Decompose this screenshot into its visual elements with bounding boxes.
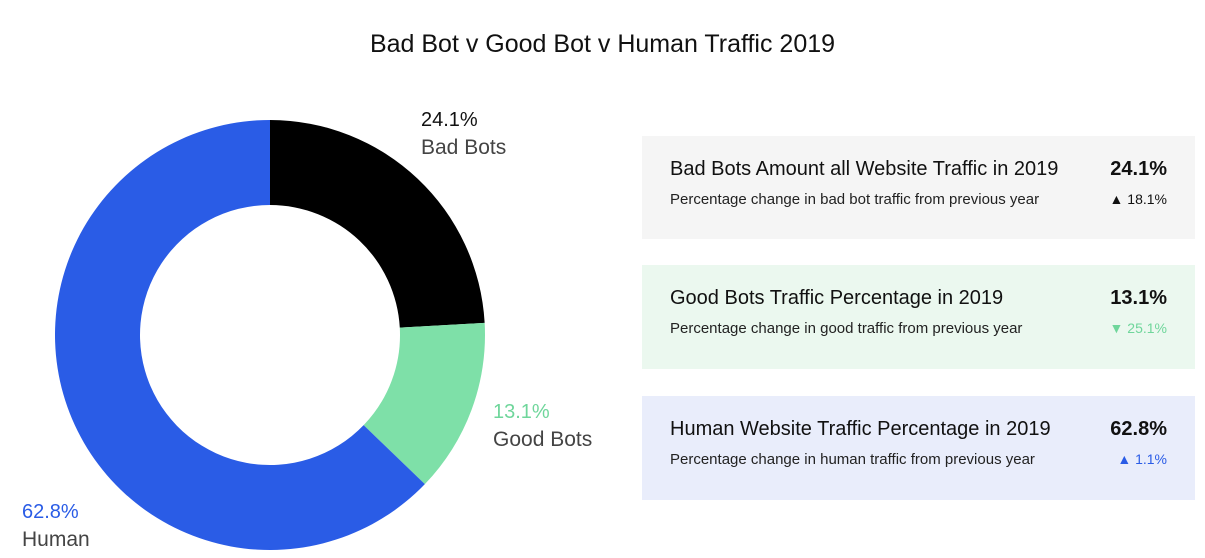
- bad-bots-name: Bad Bots: [421, 136, 507, 159]
- change-value: 25.1%: [1127, 320, 1167, 336]
- slice-human: [55, 120, 425, 550]
- card-title: Bad Bots Amount all Website Traffic in 2…: [670, 158, 1059, 180]
- label-bad-bots: 24.1% Bad Bots: [421, 106, 506, 162]
- label-good-bots: 13.1% Good Bots: [493, 398, 592, 454]
- human-pct: 62.8%: [22, 501, 79, 523]
- change-value: 1.1%: [1135, 451, 1167, 467]
- chart-title: Bad Bot v Good Bot v Human Traffic 2019: [369, 30, 836, 58]
- up-arrow-icon: ▲: [1117, 451, 1132, 467]
- card-value: 13.1%: [1110, 287, 1167, 309]
- card-subtitle: Percentage change in human traffic from …: [670, 451, 1035, 468]
- up-arrow-icon: ▲: [1109, 191, 1124, 207]
- card-change: ▼ 25.1%: [1110, 320, 1167, 336]
- card-change: ▲ 18.1%: [1110, 191, 1167, 207]
- card-subtitle: Percentage change in bad bot traffic fro…: [670, 191, 1040, 208]
- slice-good-bots: [363, 322, 486, 485]
- good-bots-name: Good Bots: [493, 428, 593, 451]
- slice-bad-bots: [270, 120, 485, 328]
- card-subtitle: Percentage change in good traffic from p…: [670, 320, 1023, 337]
- card-bad-bots: Bad Bots Amount all Website Traffic in 2…: [642, 136, 1195, 239]
- down-arrow-icon: ▼: [1109, 320, 1124, 336]
- donut-chart: [55, 120, 486, 550]
- bad-bots-pct: 24.1%: [421, 109, 478, 131]
- card-human: Human Website Traffic Percentage in 2019…: [642, 396, 1195, 500]
- card-good-bots: Good Bots Traffic Percentage in 2019 13.…: [642, 265, 1195, 369]
- change-value: 18.1%: [1127, 191, 1167, 207]
- good-bots-pct: 13.1%: [493, 401, 550, 423]
- human-name: Human: [22, 528, 90, 551]
- card-change: ▲ 1.1%: [1117, 451, 1167, 467]
- card-title: Human Website Traffic Percentage in 2019: [670, 418, 1051, 440]
- label-human: 62.8% Human: [22, 498, 90, 554]
- card-value: 24.1%: [1110, 158, 1167, 180]
- card-value: 62.8%: [1110, 418, 1167, 440]
- card-title: Good Bots Traffic Percentage in 2019: [670, 287, 1004, 309]
